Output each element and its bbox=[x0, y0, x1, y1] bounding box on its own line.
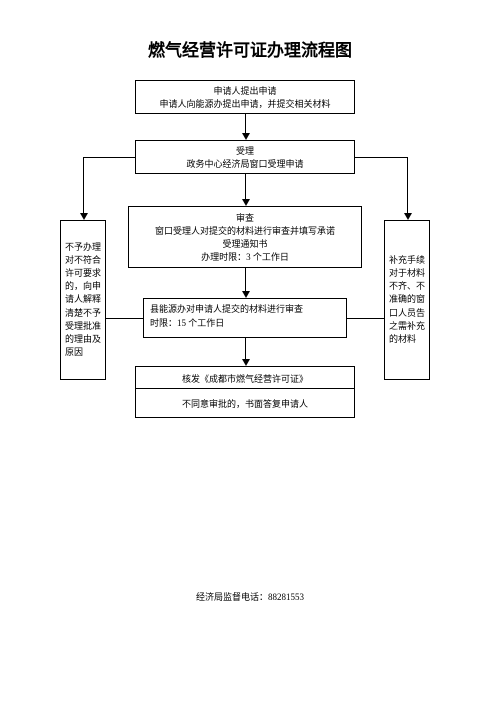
n4-l2: 时限：15 个工作日 bbox=[150, 317, 224, 331]
edge-2-right-v bbox=[407, 157, 408, 213]
n1-l1: 申请人提出申请 bbox=[213, 84, 276, 97]
node-accept: 受理 政务中心经济局窗口受理申请 bbox=[135, 140, 355, 174]
node-review: 审查 窗口受理人对提交的材料进行审查并填写承诺 受理通知书 办理时限：3 个工作… bbox=[128, 206, 362, 268]
page-title: 燃气经营许可证办理流程图 bbox=[0, 36, 500, 61]
edge-3-4 bbox=[245, 268, 246, 291]
side-right-text: 补充手续对于材料不齐、不准确的窗口人员告之需补充的材料 bbox=[389, 254, 425, 345]
n5-l2: 不同意审批的，书面答复申请人 bbox=[182, 397, 308, 410]
edge-2-right-h bbox=[355, 157, 407, 158]
title-text: 燃气经营许可证办理流程图 bbox=[148, 41, 352, 60]
node-apply: 申请人提出申请 申请人向能源办提出申请，并提交相关材料 bbox=[135, 80, 355, 114]
arrow-2-left bbox=[80, 213, 88, 220]
edge-4-left bbox=[106, 318, 143, 319]
edge-4-right bbox=[347, 318, 384, 319]
n2-l2: 政务中心经济局窗口受理申请 bbox=[186, 157, 303, 170]
arrow-4-5 bbox=[242, 359, 250, 366]
n3-l3: 受理通知书 bbox=[222, 237, 267, 250]
side-left-text: 不予办理对不符合许可要求的，向申请人解释清楚不予受理批准的理由及原因 bbox=[65, 241, 101, 358]
arrow-1-2 bbox=[242, 133, 250, 140]
n3-l2: 窗口受理人对提交的材料进行审查并填写承诺 bbox=[155, 224, 335, 237]
n3-l4: 办理时限：3 个工作日 bbox=[201, 250, 289, 263]
side-supplement: 补充手续对于材料不齐、不准确的窗口人员告之需补充的材料 bbox=[384, 220, 430, 380]
n5-l1: 核发《成都市燃气经营许可证》 bbox=[182, 372, 308, 385]
n2-l1: 受理 bbox=[236, 144, 254, 157]
arrow-2-right bbox=[404, 213, 412, 220]
arrow-2-3 bbox=[242, 199, 250, 206]
edge-2-3 bbox=[245, 174, 246, 199]
n3-l1: 审查 bbox=[236, 211, 254, 224]
edge-1-2 bbox=[245, 114, 246, 133]
side-reject: 不予办理对不符合许可要求的，向申请人解释清楚不予受理批准的理由及原因 bbox=[60, 220, 106, 380]
edge-2-left-h bbox=[83, 157, 135, 158]
footer: 经济局监督电话：88281553 bbox=[0, 590, 500, 603]
footer-text: 经济局监督电话：88281553 bbox=[196, 592, 304, 602]
edge-4-5 bbox=[245, 338, 246, 359]
n5-divider bbox=[136, 388, 354, 389]
n4-l1: 县能源办对申请人提交的材料进行审查 bbox=[150, 303, 303, 317]
edge-2-left-v bbox=[83, 157, 84, 213]
node-county-review: 县能源办对申请人提交的材料进行审查 时限：15 个工作日 bbox=[143, 298, 347, 338]
arrow-3-4 bbox=[242, 291, 250, 298]
node-issue: 核发《成都市燃气经营许可证》 不同意审批的，书面答复申请人 bbox=[135, 366, 355, 418]
n1-l2: 申请人向能源办提出申请，并提交相关材料 bbox=[159, 97, 330, 110]
